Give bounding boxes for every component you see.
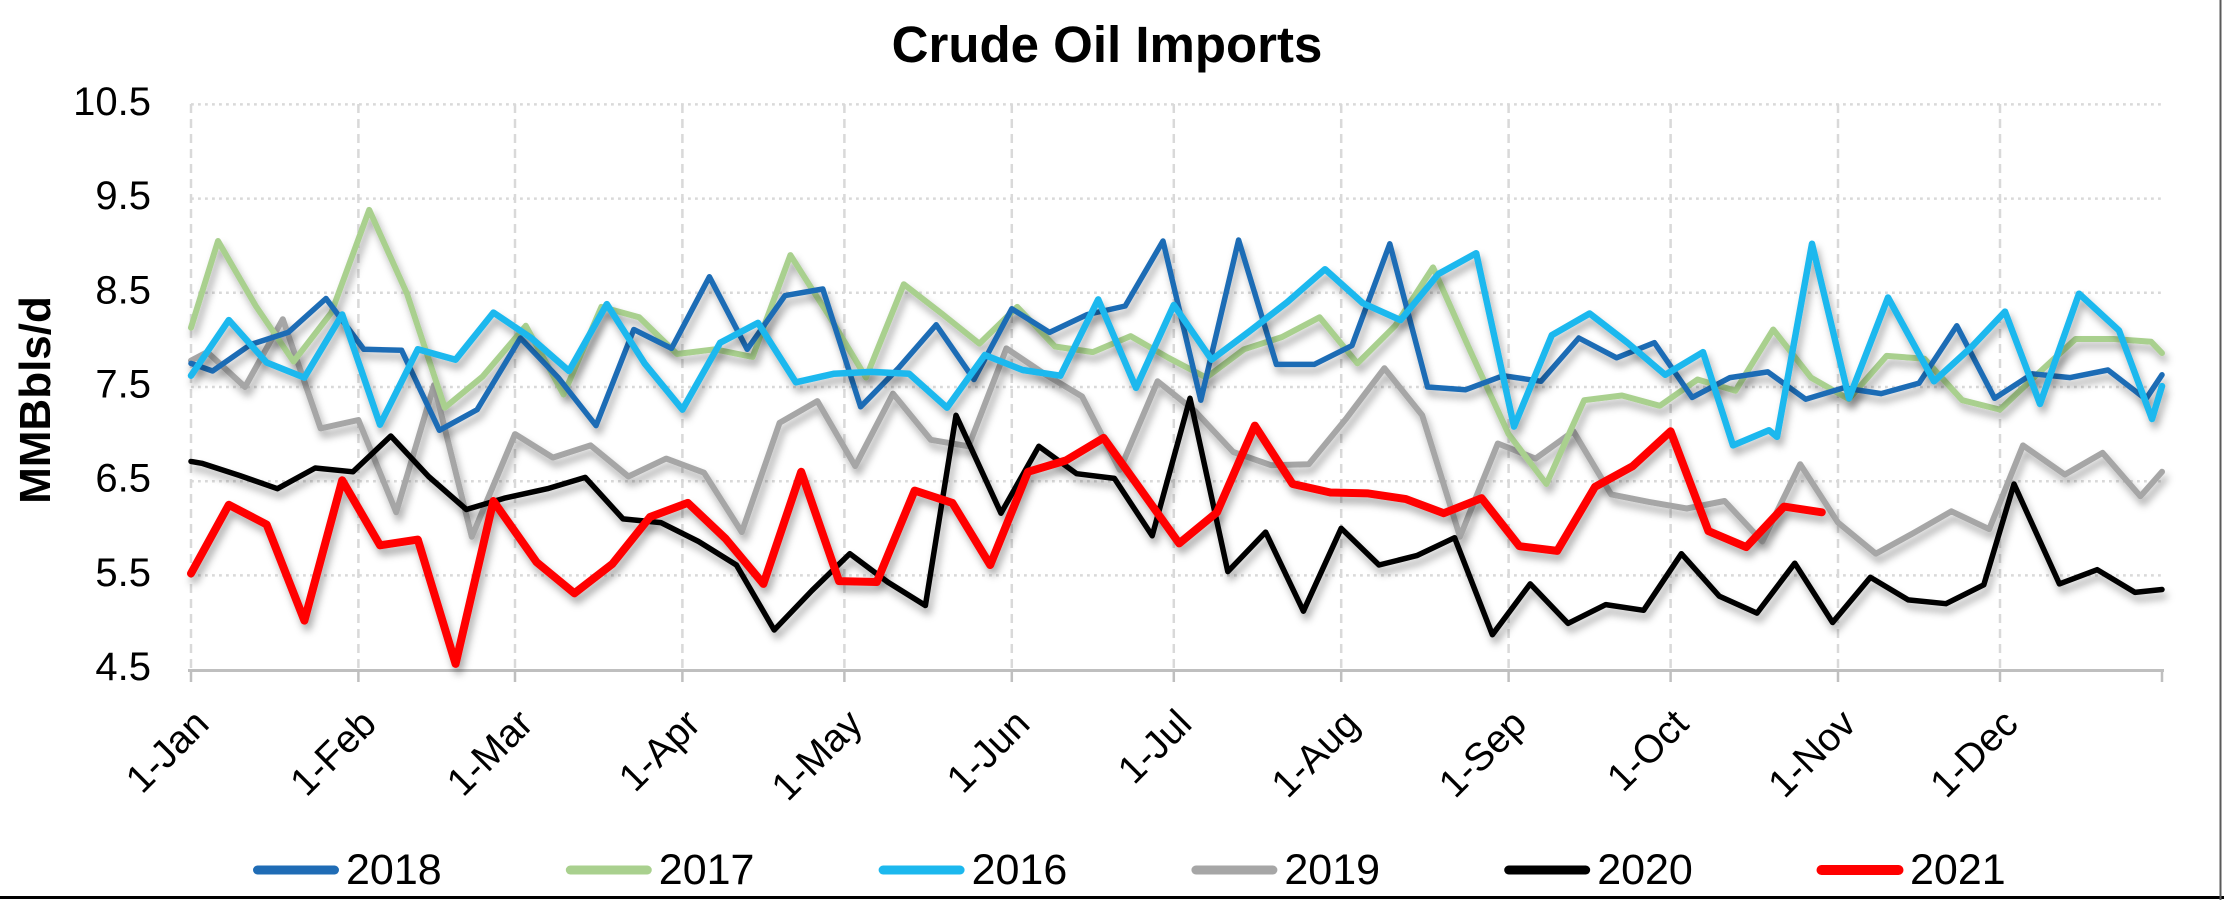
svg-text:2017: 2017 [659,846,755,894]
svg-text:MMBbls/d: MMBbls/d [11,296,60,504]
svg-text:5.5: 5.5 [95,551,151,595]
svg-text:7.5: 7.5 [95,363,151,407]
svg-text:4.5: 4.5 [95,645,151,689]
svg-text:2019: 2019 [1284,846,1380,894]
svg-text:2018: 2018 [346,846,442,894]
svg-text:6.5: 6.5 [95,457,151,501]
svg-text:2021: 2021 [1910,846,2006,894]
svg-text:10.5: 10.5 [73,80,151,124]
svg-text:8.5: 8.5 [95,268,151,312]
svg-text:Crude Oil Imports: Crude Oil Imports [892,16,1323,73]
svg-text:2020: 2020 [1597,846,1693,894]
svg-text:9.5: 9.5 [95,174,151,218]
svg-text:2016: 2016 [972,846,1068,894]
